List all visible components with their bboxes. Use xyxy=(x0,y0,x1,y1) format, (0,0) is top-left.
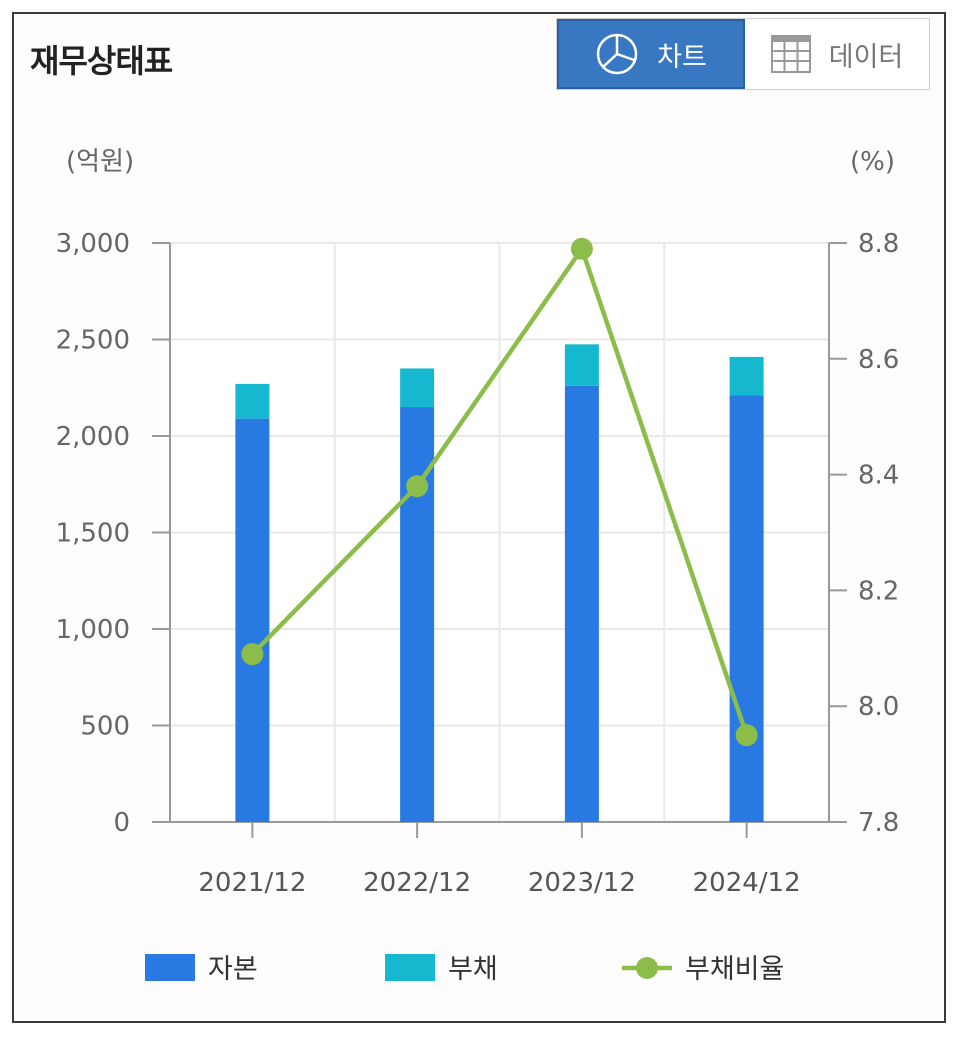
y-tick-label-right: 8.2 xyxy=(858,576,899,606)
legend-swatch-capital xyxy=(145,954,195,981)
y-tick-label-left: 2,000 xyxy=(56,422,130,452)
pie-chart-icon xyxy=(595,32,639,76)
right-axis-unit: (%) xyxy=(850,147,895,177)
page-title: 재무상태표 xyxy=(30,42,173,80)
legend-swatch-debt xyxy=(385,954,435,981)
tab-data-label: 데이터 xyxy=(828,41,904,73)
tab-chart-label: 차트 xyxy=(657,41,707,73)
bar-capital xyxy=(564,385,599,822)
legend-label-debt-ratio: 부채비율 xyxy=(685,954,784,985)
tab-chart[interactable]: 차트 xyxy=(557,19,745,89)
y-tick-label-right: 8.4 xyxy=(858,461,899,491)
legend-label-debt: 부채 xyxy=(448,954,498,985)
point-debt-ratio xyxy=(735,724,758,747)
y-tick-label-left: 2,500 xyxy=(56,326,130,356)
x-tick-label: 2024/12 xyxy=(693,868,801,898)
x-tick-label: 2023/12 xyxy=(528,868,636,898)
y-tick-label-left: 500 xyxy=(80,712,130,742)
view-toggle: 차트 데이터 xyxy=(556,18,930,90)
bar-debt xyxy=(729,356,764,396)
x-tick-label: 2022/12 xyxy=(363,868,471,898)
table-grid-icon xyxy=(770,35,811,73)
x-tick-label: 2021/12 xyxy=(198,868,306,898)
bar-debt xyxy=(564,344,599,386)
y-tick-label-left: 1,500 xyxy=(56,519,130,549)
y-tick-label-left: 0 xyxy=(113,808,130,838)
tab-data[interactable]: 데이터 xyxy=(745,19,929,89)
legend-label-capital: 자본 xyxy=(208,954,258,985)
series-line-debt-ratio xyxy=(250,246,749,736)
y-tick-label-right: 8.8 xyxy=(858,229,899,259)
point-debt-ratio xyxy=(406,475,429,498)
point-debt-ratio xyxy=(570,237,593,260)
y-tick-label-right: 8.0 xyxy=(858,692,899,722)
y-tick-label-right: 7.8 xyxy=(858,808,899,838)
y-tick-label-left: 1,000 xyxy=(56,615,130,645)
y-tick-label-left: 3,000 xyxy=(56,229,130,259)
bar-debt xyxy=(235,383,270,419)
bar-capital xyxy=(729,395,764,822)
legend-marker-debt-ratio xyxy=(636,957,658,979)
left-axis-unit: (억원) xyxy=(66,147,134,177)
bar-capital xyxy=(235,418,270,822)
bar-debt xyxy=(400,368,435,408)
y-tick-label-right: 8.6 xyxy=(858,345,899,375)
point-debt-ratio xyxy=(241,643,264,666)
